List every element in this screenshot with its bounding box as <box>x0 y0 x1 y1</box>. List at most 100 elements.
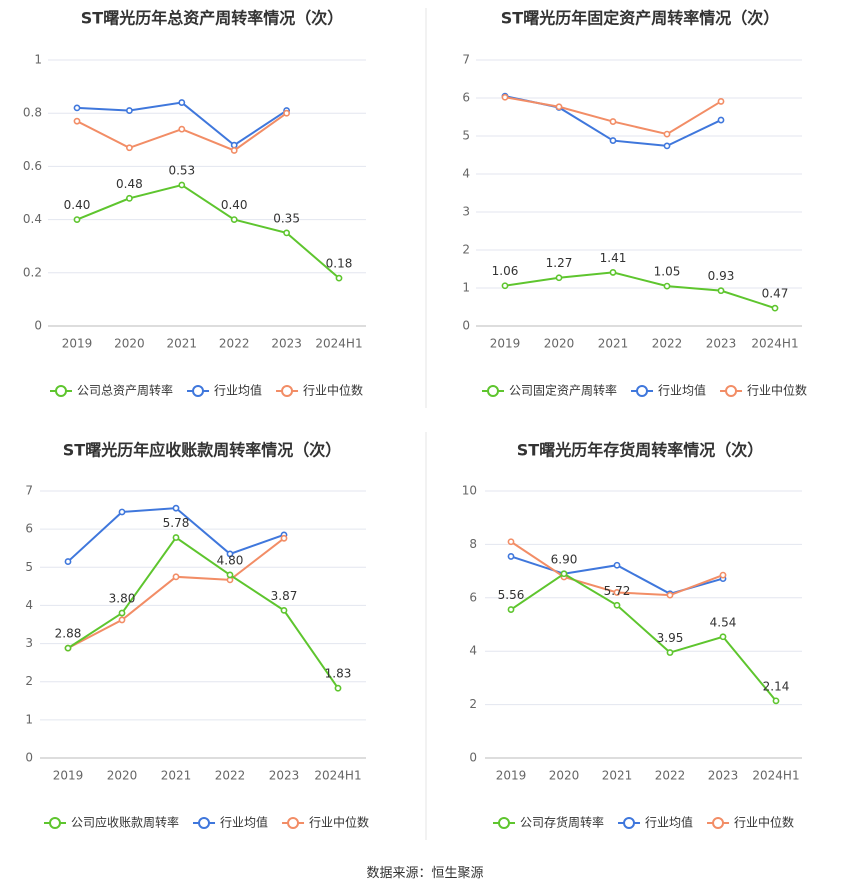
x-tick-label: 2022 <box>215 769 246 783</box>
x-tick-label: 2022 <box>219 337 250 351</box>
legend-item: 公司存货周转率 <box>493 815 604 830</box>
y-tick-label: 0.6 <box>23 159 42 173</box>
data-point <box>230 141 238 149</box>
data-point <box>118 508 126 516</box>
y-tick-label: 0 <box>34 319 42 333</box>
series-line-industry-median <box>67 537 285 650</box>
y-tick-label: 1 <box>462 281 470 295</box>
x-tick-label: 2019 <box>490 337 521 351</box>
y-tick-label: 0.8 <box>23 106 42 120</box>
data-label: 2.88 <box>55 627 82 641</box>
data-label: 0.48 <box>116 177 143 191</box>
legend-marker-icon <box>487 385 499 397</box>
x-tick-label: 2021 <box>598 337 629 351</box>
data-point <box>609 118 617 125</box>
y-tick-label: 4 <box>25 598 33 612</box>
chart-panel-1: ST曙光历年总资产周转率情况（次） 0 0.2 0.4 0.6 0.8 1 2019 2020 2… <box>23 9 366 398</box>
chart-title: ST曙光历年固定资产周转率情况（次） <box>501 9 779 28</box>
data-point <box>172 504 180 512</box>
data-point <box>125 107 133 114</box>
data-point <box>226 550 234 558</box>
data-point <box>771 304 779 312</box>
y-tick-label: 0.4 <box>23 212 42 226</box>
legend-marker-icon <box>281 385 294 397</box>
x-tick-label: 2019 <box>62 337 93 351</box>
data-point <box>666 591 674 599</box>
y-tick-label: 7 <box>462 53 470 67</box>
y-tick-label: 4 <box>462 167 470 181</box>
series-line-company <box>510 572 777 702</box>
x-tick-label: 2021 <box>602 769 633 783</box>
legend-marker-icon <box>623 817 636 829</box>
data-point <box>335 274 343 282</box>
y-tick-label: 8 <box>469 537 477 551</box>
data-label: 3.95 <box>657 631 684 645</box>
data-point <box>663 282 671 290</box>
legend-item: 行业中位数 <box>282 815 369 830</box>
y-tick-label: 3 <box>25 636 33 650</box>
legend-item: 公司总资产周转率 <box>50 383 173 398</box>
legend-marker-icon <box>287 817 300 829</box>
data-point <box>663 142 671 150</box>
legend-item: 公司固定资产周转率 <box>482 383 617 398</box>
legend-label: 行业中位数 <box>303 383 363 398</box>
data-point <box>73 117 81 125</box>
data-point <box>125 194 133 202</box>
data-label: 1.83 <box>325 667 352 681</box>
data-point <box>172 534 180 541</box>
data-point <box>230 147 238 154</box>
x-tick-label: 2021 <box>167 337 198 351</box>
data-point <box>613 561 621 569</box>
legend-label: 公司应收账款周转率 <box>71 815 179 830</box>
data-label: 0.40 <box>221 198 248 212</box>
data-point <box>501 93 509 101</box>
legend-marker-icon <box>49 817 61 829</box>
y-tick-label: 1 <box>34 53 42 67</box>
legend-label: 公司总资产周转率 <box>77 383 173 398</box>
y-tick-label: 7 <box>25 484 33 498</box>
data-label: 1.27 <box>546 256 573 270</box>
x-tick-label: 2024H1 <box>314 769 361 783</box>
y-tick-label: 2 <box>469 697 477 711</box>
x-tick-label: 2023 <box>706 337 737 351</box>
x-tick-label: 2022 <box>655 769 686 783</box>
y-tick-label: 2 <box>25 674 33 688</box>
data-point <box>226 571 234 579</box>
legend-label: 行业均值 <box>645 815 693 830</box>
data-label: 1.06 <box>492 264 519 278</box>
x-tick-label: 2022 <box>652 337 683 351</box>
data-point <box>507 606 515 613</box>
data-point <box>772 697 780 705</box>
data-point <box>666 649 674 656</box>
data-point <box>230 216 238 223</box>
data-point <box>283 229 290 237</box>
data-point <box>118 609 126 617</box>
legend-item: 公司应收账款周转率 <box>44 815 179 830</box>
data-label: 4.54 <box>710 615 737 629</box>
y-tick-label: 6 <box>469 590 477 604</box>
data-point <box>507 553 515 560</box>
data-label: 5.78 <box>163 516 190 530</box>
data-point <box>507 538 515 546</box>
x-tick-label: 2023 <box>269 769 300 783</box>
legend-marker-icon <box>636 385 649 397</box>
data-label: 1.41 <box>600 251 627 265</box>
chart-title: ST曙光历年存货周转率情况（次） <box>517 441 763 460</box>
y-tick-label: 0 <box>469 751 477 765</box>
legend-item: 行业中位数 <box>720 383 807 398</box>
data-point <box>118 616 126 624</box>
series-line-industry-median <box>504 96 722 136</box>
x-tick-label: 2020 <box>544 337 575 351</box>
data-point <box>178 99 186 106</box>
data-point <box>609 269 617 276</box>
data-point <box>280 606 288 614</box>
legend-label: 行业均值 <box>220 815 268 830</box>
legend-item: 行业均值 <box>631 383 706 398</box>
data-point <box>555 103 563 111</box>
chart-panel-4: ST曙光历年存货周转率情况（次） 0 2 4 6 8 10 2019 2020 2021 2022 2… <box>462 441 802 830</box>
data-label: 0.47 <box>762 287 789 301</box>
data-point <box>555 274 563 282</box>
legend-item: 行业均值 <box>187 383 262 398</box>
chart-panel-3: ST曙光历年应收账款周转率情况（次） 0 1 2 3 4 5 6 7 2019 2020 2021 20… <box>25 441 369 830</box>
y-tick-label: 3 <box>462 205 470 219</box>
